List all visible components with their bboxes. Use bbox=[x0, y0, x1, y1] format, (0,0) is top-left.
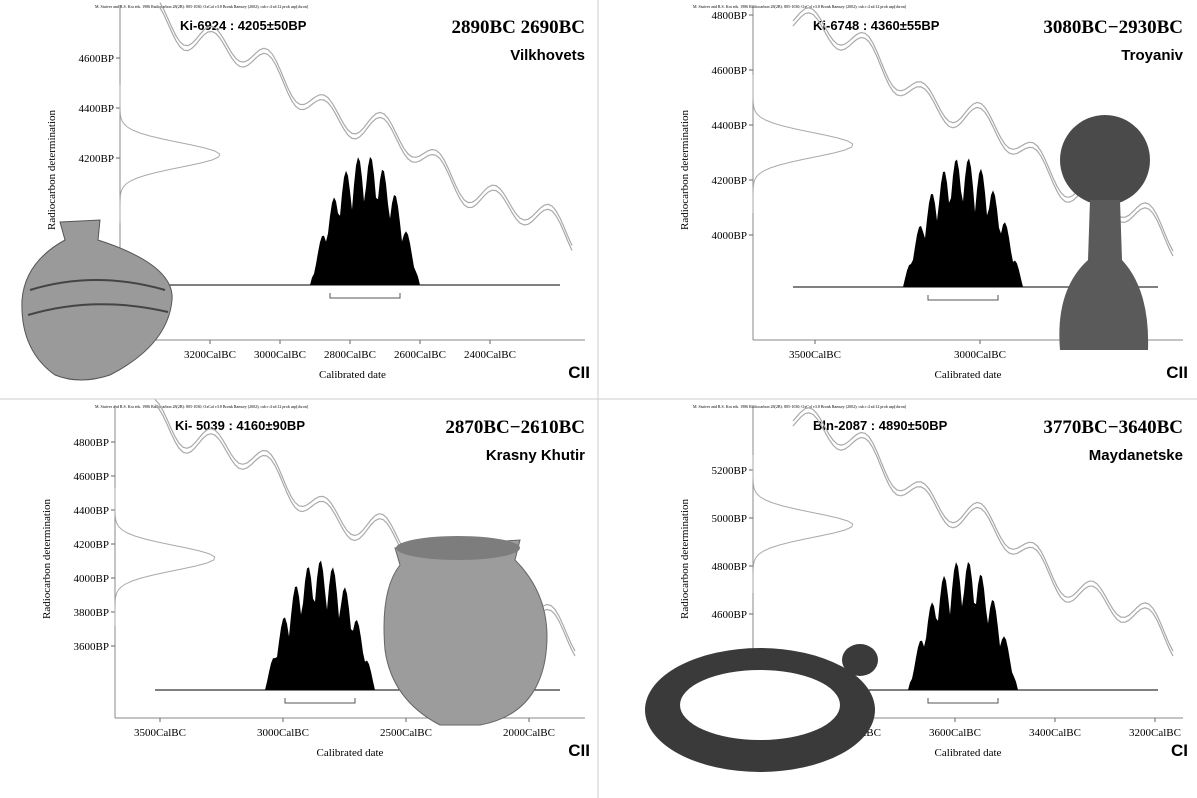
x-tick-label: 2500CalBC bbox=[380, 727, 432, 739]
x-tick-label: 3000CalBC bbox=[254, 349, 306, 361]
date-range: 3080BC−2930BC bbox=[1043, 17, 1183, 38]
x-tick-label: 3600CalBC bbox=[929, 727, 981, 739]
y-axis-label: Radiocarbon determination bbox=[679, 109, 691, 230]
phase: CII bbox=[1166, 363, 1188, 382]
y-axis-label: Radiocarbon determination bbox=[41, 498, 53, 619]
y-tick-label: 4400BP bbox=[74, 505, 109, 517]
site: Krasny Khutir bbox=[486, 447, 585, 464]
y-tick-label: 4800BP bbox=[74, 437, 109, 449]
y-tick-label: 4200BP bbox=[712, 175, 747, 187]
header: M. Stuiver and R.S. Kra eds. 1986 Radioc… bbox=[95, 4, 309, 9]
x-tick-label: 3500CalBC bbox=[789, 349, 841, 361]
y-tick-label: 5000BP bbox=[712, 513, 747, 525]
lab-code: Ki-6924 : 4205±50BP bbox=[180, 18, 307, 33]
x-tick-label: 3000CalBC bbox=[954, 349, 1006, 361]
x-axis-label: Calibrated date bbox=[319, 369, 386, 381]
header: M. Stuiver and R.S. Kra eds. 1986 Radioc… bbox=[95, 404, 309, 409]
y-tick-label: 4200BP bbox=[74, 539, 109, 551]
phase: CII bbox=[568, 741, 590, 760]
y-axis-label: Radiocarbon determination bbox=[679, 498, 691, 619]
y-axis-label: Radiocarbon determination bbox=[46, 109, 58, 230]
x-axis-label: Calibrated date bbox=[935, 747, 1002, 759]
y-tick-label: 5200BP bbox=[712, 465, 747, 477]
date-range: 2870BC−2610BC bbox=[445, 417, 585, 438]
y-tick-label: 4600BP bbox=[74, 471, 109, 483]
date-range: 2890BC 2690BC bbox=[451, 17, 585, 38]
header: M. Stuiver and R.S. Kra eds. 1986 Radioc… bbox=[693, 404, 907, 409]
x-tick-label: 3200CalBC bbox=[184, 349, 236, 361]
phase: CII bbox=[568, 363, 590, 382]
lab-code: Bln-2087 : 4890±50BP bbox=[813, 418, 948, 433]
x-tick-label: 2600CalBC bbox=[394, 349, 446, 361]
x-tick-label: 3500CalBC bbox=[134, 727, 186, 739]
x-tick-label: 2400CalBC bbox=[464, 349, 516, 361]
site: Maydanetske bbox=[1089, 447, 1183, 464]
x-axis-label: Calibrated date bbox=[935, 369, 1002, 381]
y-tick-label: 4800BP bbox=[712, 561, 747, 573]
date-range: 3770BC−3640BC bbox=[1043, 417, 1183, 438]
y-tick-label: 3800BP bbox=[74, 607, 109, 619]
y-tick-label: 4200BP bbox=[79, 153, 114, 165]
x-tick-label: 2800CalBC bbox=[324, 349, 376, 361]
y-tick-label: 4000BP bbox=[74, 573, 109, 585]
y-tick-label: 4400BP bbox=[712, 120, 747, 132]
lab-code: Ki- 5039 : 4160±90BP bbox=[175, 418, 305, 433]
y-tick-label: 4600BP bbox=[712, 65, 747, 77]
y-tick-label: 4400BP bbox=[79, 103, 114, 115]
y-tick-label: 3600BP bbox=[74, 641, 109, 653]
header: M. Stuiver and R.S. Kra eds. 1986 Radioc… bbox=[693, 4, 907, 9]
y-tick-label: 4600BP bbox=[712, 609, 747, 621]
x-tick-label: 2000CalBC bbox=[503, 727, 555, 739]
y-tick-label: 4800BP bbox=[712, 10, 747, 22]
lab-code: Ki-6748 : 4360±55BP bbox=[813, 18, 940, 33]
x-tick-label: 3000CalBC bbox=[257, 727, 309, 739]
site: Vilkhovets bbox=[510, 47, 585, 64]
figure: M. Stuiver and R.S. Kra eds. 1986 Radioc… bbox=[0, 0, 1197, 798]
x-tick-label: 3200CalBC bbox=[1129, 727, 1181, 739]
site: Troyaniv bbox=[1121, 47, 1183, 64]
x-axis-label: Calibrated date bbox=[317, 747, 384, 759]
phase: CI bbox=[1171, 741, 1188, 760]
y-tick-label: 4000BP bbox=[712, 230, 747, 242]
y-tick-label: 4600BP bbox=[79, 53, 114, 65]
x-tick-label: 3400CalBC bbox=[1029, 727, 1081, 739]
